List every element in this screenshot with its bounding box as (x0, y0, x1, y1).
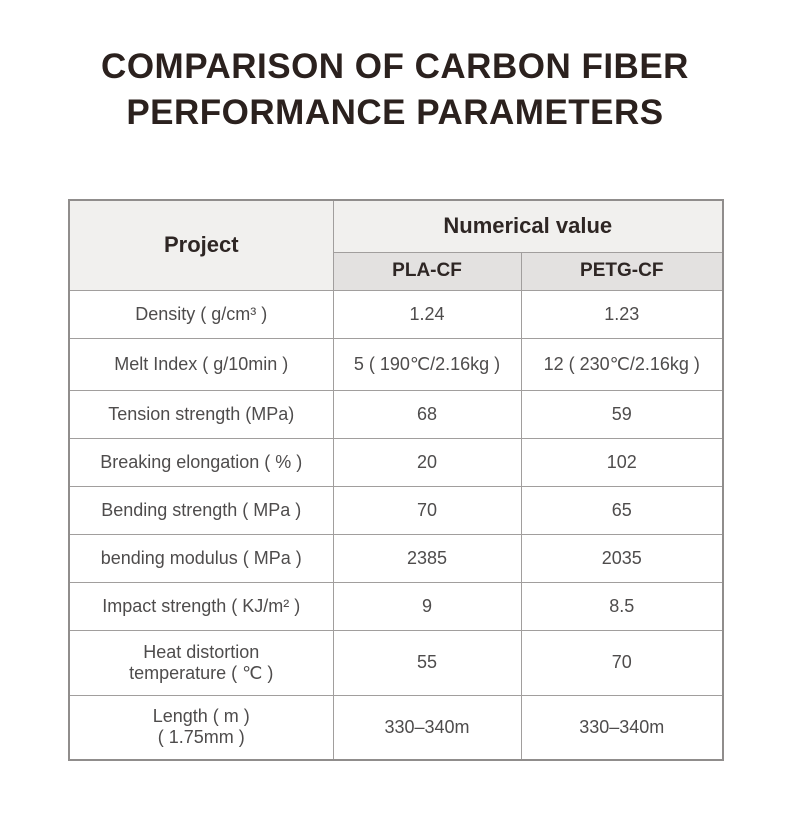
petg-cf-value: 102 (520, 437, 724, 487)
table-row: Breaking elongation ( % ) 20 102 (68, 437, 724, 487)
pla-cf-value: 330–340m (332, 694, 522, 761)
comparison-table: Project Numerical value PLA-CF PETG-CF D… (68, 199, 724, 761)
pla-cf-value: 68 (332, 389, 522, 439)
row-label: Heat distortion temperature ( ℃ ) (68, 629, 334, 696)
page-title-line1: COMPARISON OF CARBON FIBER (101, 47, 689, 86)
petg-cf-value: 1.23 (520, 289, 724, 339)
table-header-row-group: Project Numerical value (68, 199, 724, 291)
row-label: Melt Index ( g/10min ) (68, 337, 334, 391)
petg-cf-value: 330–340m (520, 694, 724, 761)
column-header-pla-cf: PLA-CF (332, 251, 522, 291)
table-header-row-columns: PLA-CF PETG-CF (69, 251, 724, 291)
petg-cf-value: 59 (520, 389, 724, 439)
petg-cf-value: 2035 (520, 533, 724, 583)
page: COMPARISON OF CARBON FIBER PERFORMANCE PA… (0, 44, 790, 824)
pla-cf-value: 1.24 (332, 289, 522, 339)
page-title: COMPARISON OF CARBON FIBER PERFORMANCE PA… (0, 44, 790, 136)
row-label: bending modulus ( MPa ) (68, 533, 334, 583)
row-label: Impact strength ( KJ/m² ) (68, 581, 334, 631)
table-row: Density ( g/cm³ ) 1.24 1.23 (68, 289, 724, 339)
row-label: Breaking elongation ( % ) (68, 437, 334, 487)
table-row: bending modulus ( MPa ) 2385 2035 (68, 533, 724, 583)
petg-cf-value: 8.5 (520, 581, 724, 631)
pla-cf-value: 20 (332, 437, 522, 487)
row-label: Density ( g/cm³ ) (68, 289, 334, 339)
table-row: Length ( m ) ( 1.75mm ) 330–340m 330–340m (68, 694, 724, 761)
table-row: Bending strength ( MPa ) 70 65 (68, 485, 724, 535)
table-row: Tension strength (MPa) 68 59 (68, 389, 724, 439)
pla-cf-value: 55 (332, 629, 522, 696)
pla-cf-value: 70 (332, 485, 522, 535)
numerical-value-header-cell: Numerical value (332, 199, 724, 253)
row-label: Length ( m ) ( 1.75mm ) (68, 694, 334, 761)
table-row: Heat distortion temperature ( ℃ ) 55 70 (68, 629, 724, 696)
pla-cf-value: 9 (332, 581, 522, 631)
row-label: Tension strength (MPa) (68, 389, 334, 439)
petg-cf-value: 65 (520, 485, 724, 535)
column-header-petg-cf: PETG-CF (520, 251, 724, 291)
petg-cf-value: 70 (520, 629, 724, 696)
table-row: Melt Index ( g/10min ) 5 ( 190℃/2.16kg ) 1… (68, 337, 724, 391)
project-header-cell: Project (68, 199, 334, 291)
pla-cf-value: 5 ( 190℃/2.16kg ) (332, 337, 522, 391)
page-title-line2: PERFORMANCE PARAMETERS (126, 93, 664, 133)
petg-cf-value: 12 ( 230℃/2.16kg ) (520, 337, 724, 391)
pla-cf-value: 2385 (332, 533, 522, 583)
table-body: Density ( g/cm³ ) 1.24 1.23 Melt Index ( g/… (68, 289, 724, 761)
row-label: Bending strength ( MPa ) (68, 485, 334, 535)
table-row: Impact strength ( KJ/m² ) 9 8.5 (68, 581, 724, 631)
